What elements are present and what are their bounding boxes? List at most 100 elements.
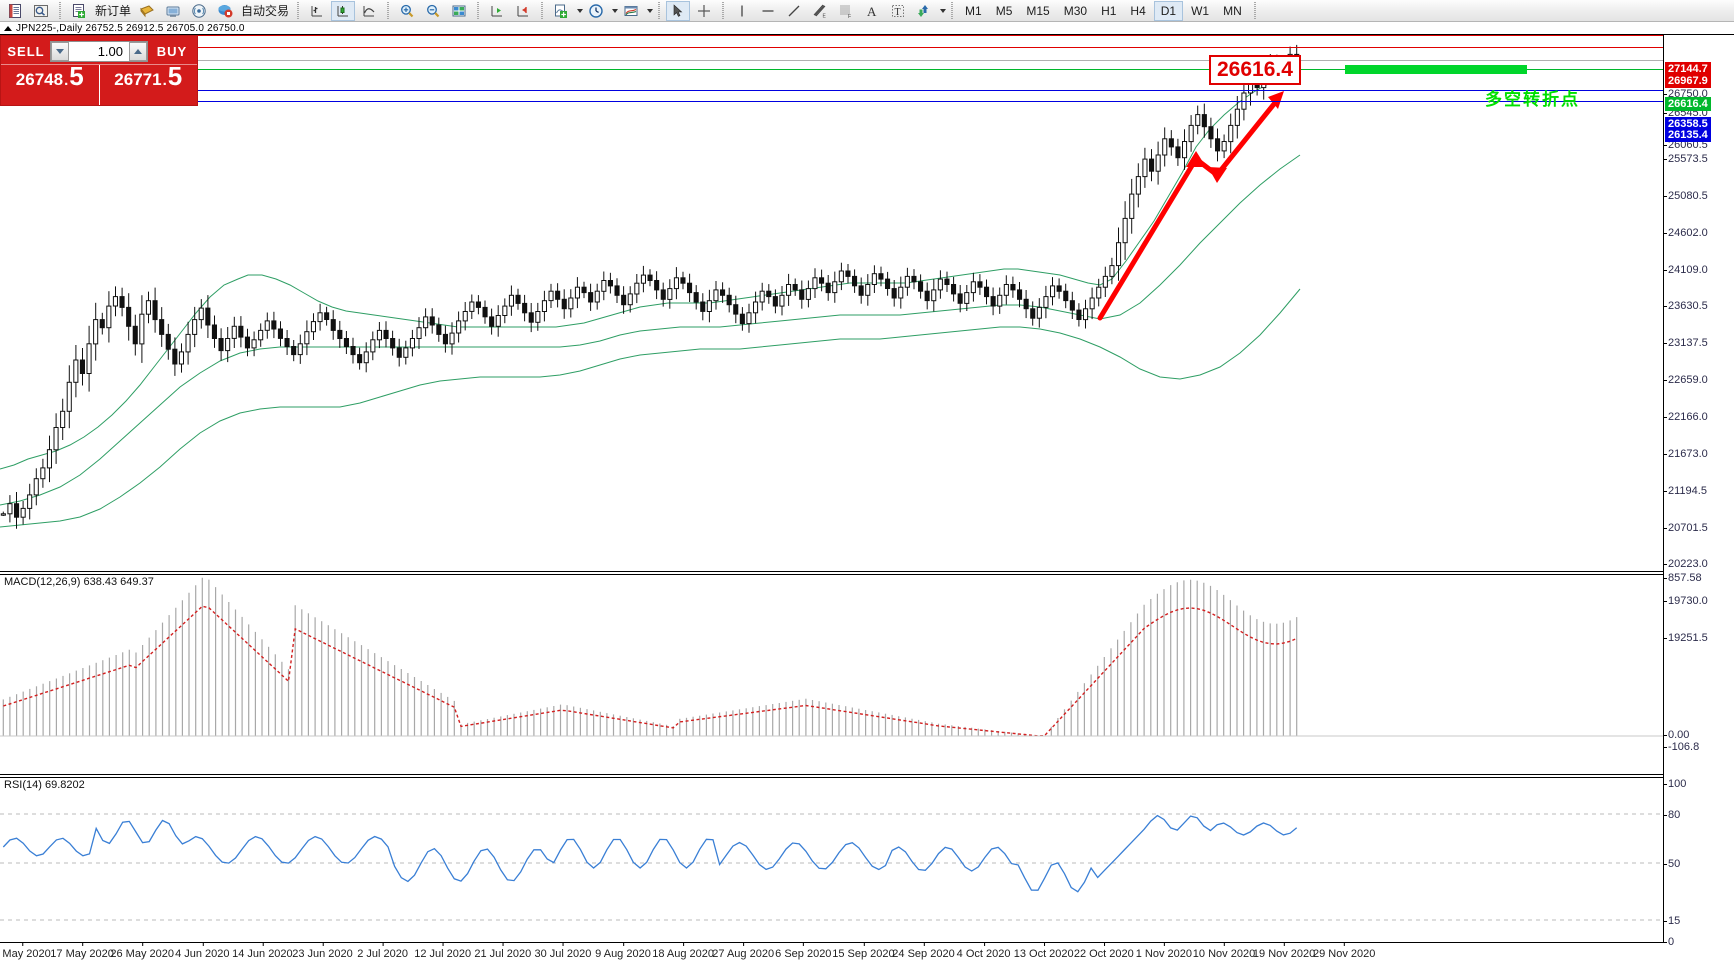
price-label-resistance-2: 26967.9 (1665, 74, 1711, 88)
price-chart-panel[interactable]: 26616.4 多空转折点 (0, 35, 1663, 571)
volume-increment-button[interactable] (129, 42, 147, 61)
timeframe-m30[interactable]: M30 (1063, 3, 1088, 18)
line-chart-icon[interactable] (357, 1, 381, 21)
rsi-panel-top-border (0, 774, 1663, 775)
timeframe-mn[interactable]: MN (1223, 3, 1242, 18)
time-tick: 29 Nov 2020 (1312, 942, 1376, 960)
timeframe-m5[interactable]: M5 (995, 3, 1013, 18)
trendline-icon[interactable] (782, 1, 806, 21)
terminal-icon[interactable] (187, 1, 211, 21)
tile-windows-icon[interactable] (447, 1, 471, 21)
price-tick: 21673.0 (1664, 447, 1708, 460)
chinese-note-annotation[interactable]: 多空转折点 (1485, 90, 1580, 110)
price-tick: 21194.5 (1664, 484, 1707, 497)
time-tick: 23 Jun 2020 (292, 942, 353, 960)
resistance-line-2[interactable] (0, 47, 1663, 48)
autotrading-label[interactable]: 自动交易 (241, 4, 290, 18)
volume-input[interactable]: 1.00 (50, 41, 148, 62)
text-icon[interactable]: A (860, 1, 884, 21)
support-line-blue-2[interactable] (0, 101, 1663, 102)
arrows-caret-icon[interactable] (940, 8, 947, 13)
buy-price[interactable]: 26771 . 5 (100, 63, 198, 105)
zoom-in-icon[interactable] (395, 1, 419, 21)
chart-area[interactable]: 26616.4 多空转折点 MACD(12,26,9) 638.43 649.3… (0, 34, 1734, 960)
new-order-icon[interactable] (67, 1, 91, 21)
toolbar-separator (295, 1, 302, 20)
symbol-info-bar: JPN225-,Daily 26752.5 26912.5 26705.0 26… (0, 22, 1734, 34)
collapse-triangle-icon[interactable] (4, 25, 12, 31)
candlestick-chart-icon[interactable] (331, 0, 356, 21)
current-price-line (0, 60, 1663, 61)
fibonacci-icon[interactable]: F (834, 1, 858, 21)
crosshair-icon[interactable] (692, 1, 716, 21)
sell-price[interactable]: 26748 . 5 (1, 63, 100, 105)
price-label-support-green: 26616.4 (1665, 97, 1711, 111)
auto-scroll-icon[interactable] (511, 1, 535, 21)
time-tick: 2 Jul 2020 (357, 942, 408, 960)
green-highlight-bar[interactable] (1345, 65, 1527, 74)
chart-shift-icon[interactable] (485, 1, 509, 21)
rsi-tick: 80 (1663, 809, 1681, 821)
sell-button[interactable]: SELL (7, 44, 45, 59)
rsi-tick: 15 (1663, 915, 1681, 927)
timeframe-d1[interactable]: D1 (1153, 0, 1184, 21)
navigator-icon[interactable] (161, 1, 185, 21)
time-tick: 17 May 2020 (50, 942, 114, 960)
data-window-icon[interactable] (135, 1, 159, 21)
toolbar-separator (475, 1, 482, 20)
one-click-trading-panel[interactable]: SELL 1.00 BUY 26748 . 5 26771 . 5 (0, 35, 198, 106)
rsi-caption: RSI(14) 69.8202 (4, 779, 85, 791)
macd-panel[interactable]: MACD(12,26,9) 638.43 649.37 (0, 574, 1663, 774)
price-tick: 22166.0 (1664, 410, 1708, 423)
price-tick: 20701.5 (1664, 521, 1708, 534)
bar-chart-icon[interactable] (305, 1, 329, 21)
market-watch-icon[interactable] (29, 1, 53, 21)
indicators-caret-icon[interactable] (577, 8, 584, 13)
rsi-tick: 0 (1663, 936, 1675, 948)
rsi-panel-top-border-2 (0, 777, 1663, 778)
price-tick: 20223.0 (1664, 558, 1708, 571)
templates-caret-icon[interactable] (647, 8, 654, 13)
rsi-panel[interactable]: RSI(14) 69.8202 (0, 777, 1663, 942)
autotrading-icon[interactable] (213, 1, 237, 21)
new-order-label[interactable]: 新订单 (95, 4, 132, 18)
periods-dropdown-icon[interactable] (584, 1, 608, 21)
support-line-green[interactable] (0, 69, 1663, 70)
text-label-icon[interactable]: T (886, 1, 910, 21)
arrows-icon[interactable] (912, 1, 936, 21)
timeframe-m15[interactable]: M15 (1026, 3, 1050, 18)
time-tick: 4 Jun 2020 (175, 942, 230, 960)
timeframe-m1[interactable]: M1 (965, 3, 982, 18)
support-line-blue-1[interactable] (0, 90, 1663, 91)
price-label-support-blue-2: 26135.4 (1665, 128, 1711, 142)
bollinger-upper-band (0, 70, 1301, 470)
toolbar-separator (720, 1, 727, 20)
periods-caret-icon[interactable] (612, 8, 619, 13)
price-box-annotation[interactable]: 26616.4 (1209, 55, 1301, 86)
new-document-icon[interactable] (3, 1, 27, 21)
zoom-out-icon[interactable] (421, 1, 445, 21)
timeframe-h4[interactable]: H4 (1130, 3, 1146, 18)
rsi-tick: 50 (1663, 858, 1681, 870)
vertical-line-icon[interactable] (730, 1, 754, 21)
price-tick: 23630.5 (1664, 300, 1708, 313)
time-tick: 27 Aug 2020 (712, 942, 775, 960)
timeframe-h1[interactable]: H1 (1101, 3, 1117, 18)
horizontal-line-icon[interactable] (756, 1, 780, 21)
volume-value[interactable]: 1.00 (97, 44, 123, 59)
svg-text:E: E (823, 13, 827, 19)
trade-panel-controls: SELL 1.00 BUY (1, 36, 197, 64)
resistance-line-1[interactable] (0, 35, 1663, 36)
toolbar-separator (949, 1, 956, 20)
templates-dropdown-icon[interactable] (619, 1, 643, 21)
price-scale[interactable]: 27144.7 26967.9 26750.0 26616.4 26545.0 … (1663, 35, 1734, 948)
timeframe-w1[interactable]: W1 (1191, 3, 1210, 18)
time-tick: 26 May 2020 (110, 942, 174, 960)
cursor-icon[interactable] (666, 0, 691, 21)
indicators-dropdown-icon[interactable] (549, 1, 573, 21)
buy-button[interactable]: BUY (156, 44, 188, 59)
equidistant-channel-icon[interactable]: E (808, 1, 832, 21)
volume-decrement-button[interactable] (51, 42, 69, 61)
time-tick: 10 Nov 2020 (1192, 942, 1256, 960)
